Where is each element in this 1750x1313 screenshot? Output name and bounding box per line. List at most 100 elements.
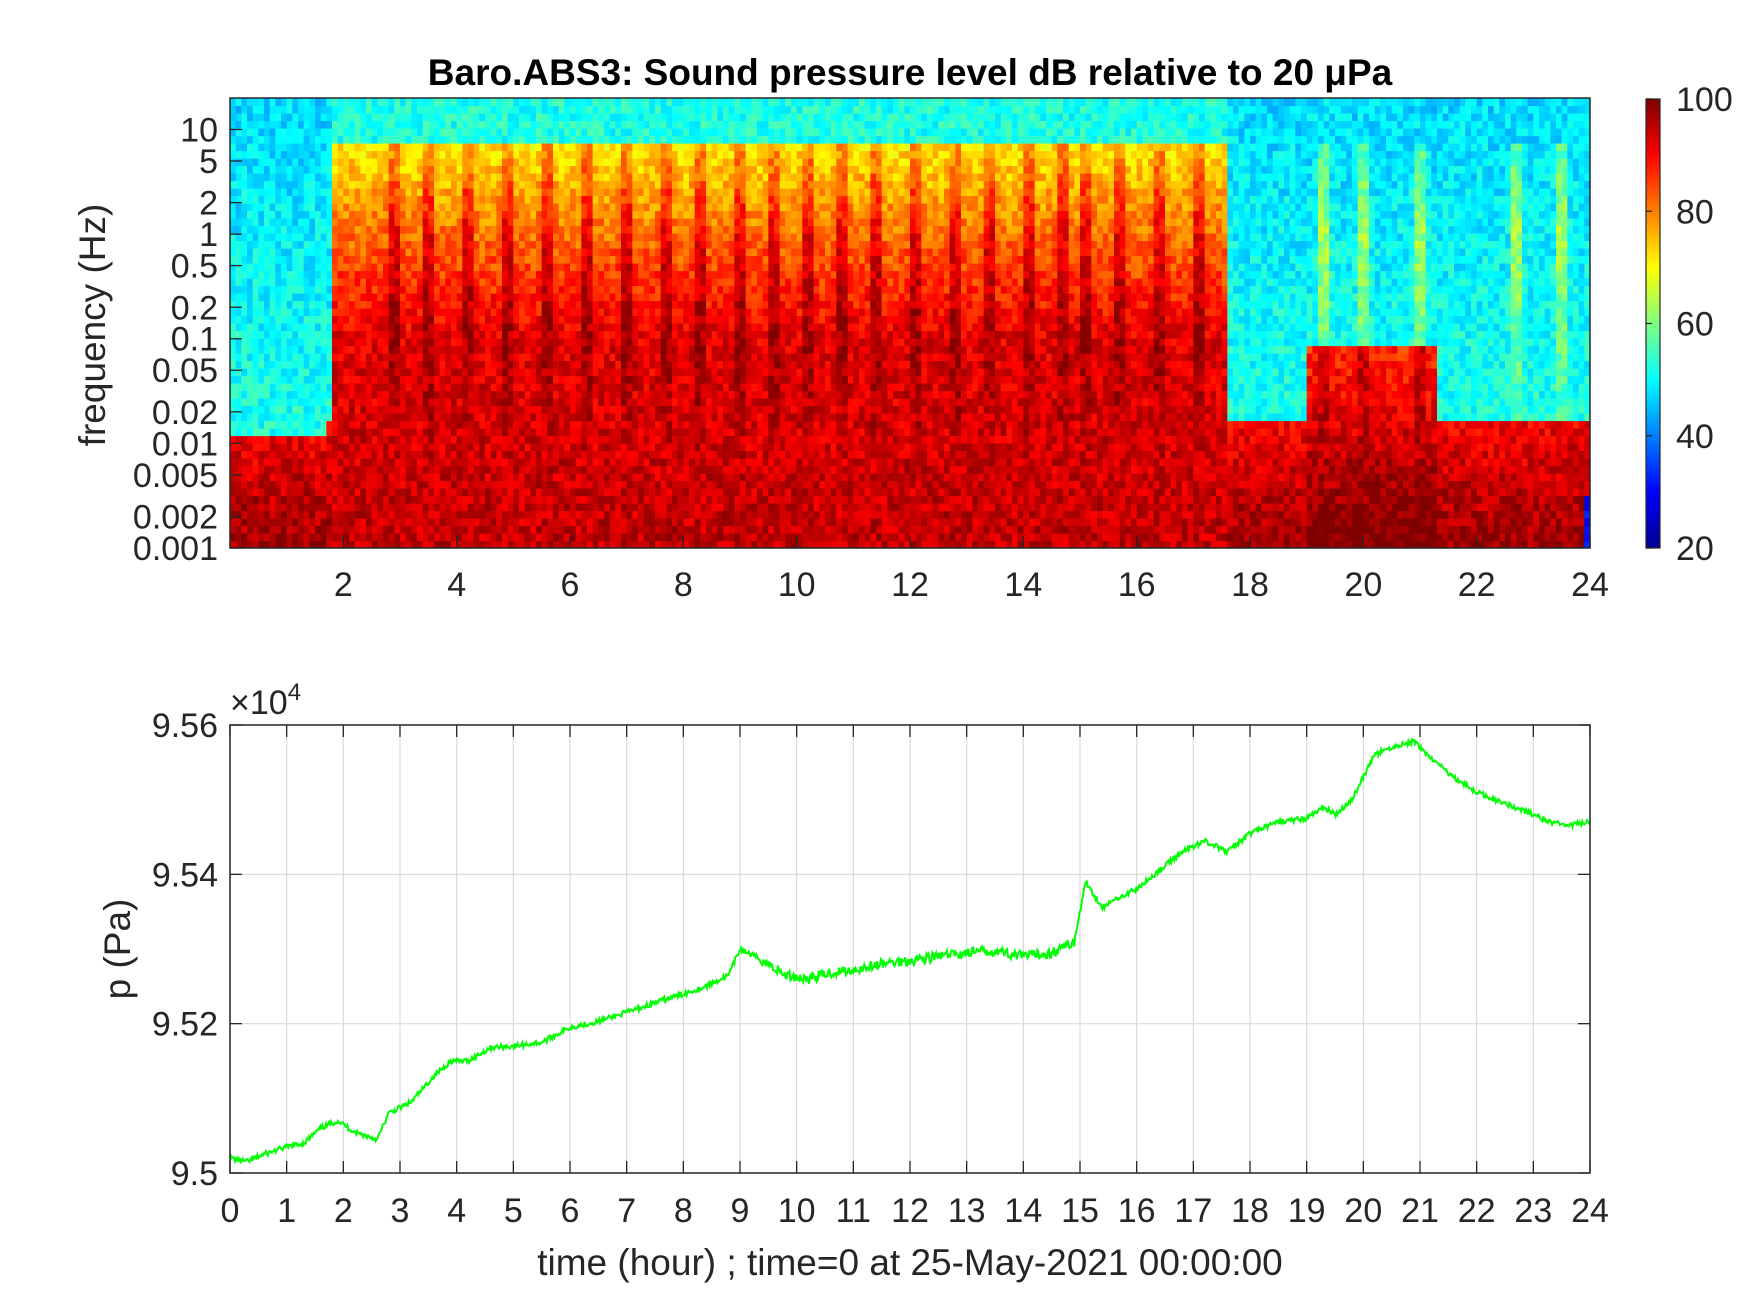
heatmap-cell bbox=[286, 233, 293, 242]
heatmap-cell bbox=[400, 210, 407, 219]
heatmap-cell bbox=[417, 255, 424, 264]
heatmap-cell bbox=[490, 405, 497, 414]
heatmap-cell bbox=[638, 428, 645, 437]
heatmap-cell bbox=[360, 510, 367, 519]
heatmap-cell bbox=[252, 383, 259, 392]
heatmap-cell bbox=[490, 150, 497, 159]
heatmap-cell bbox=[694, 338, 701, 347]
heatmap-cell bbox=[337, 525, 344, 534]
heatmap-cell bbox=[643, 300, 650, 309]
heatmap-cell bbox=[354, 338, 361, 347]
heatmap-cell bbox=[360, 383, 367, 392]
heatmap-cell bbox=[558, 405, 565, 414]
heatmap-cell bbox=[502, 330, 509, 339]
heatmap-cell bbox=[439, 488, 446, 497]
heatmap-cell bbox=[507, 300, 514, 309]
heatmap-cell bbox=[264, 225, 271, 234]
heatmap-cell bbox=[649, 330, 656, 339]
heatmap-cell bbox=[247, 533, 254, 542]
heatmap-cell bbox=[592, 293, 599, 302]
heatmap-cell bbox=[349, 443, 356, 452]
heatmap-cell bbox=[621, 98, 628, 107]
heatmap-cell bbox=[258, 353, 265, 362]
heatmap-cell bbox=[490, 105, 497, 114]
heatmap-cell bbox=[269, 240, 276, 249]
heatmap-cell bbox=[621, 150, 628, 159]
heatmap-cell bbox=[275, 323, 282, 332]
heatmap-cell bbox=[638, 413, 645, 422]
heatmap-cell bbox=[553, 420, 560, 429]
heatmap-cell bbox=[632, 428, 639, 437]
heatmap-cell bbox=[604, 330, 611, 339]
heatmap-cell bbox=[456, 323, 463, 332]
heatmap-cell bbox=[428, 323, 435, 332]
heatmap-cell bbox=[462, 173, 469, 182]
heatmap-cell bbox=[303, 450, 310, 459]
heatmap-cell bbox=[428, 300, 435, 309]
heatmap-cell bbox=[485, 173, 492, 182]
heatmap-cell bbox=[281, 128, 288, 137]
heatmap-cell bbox=[547, 533, 554, 542]
heatmap-cell bbox=[547, 128, 554, 137]
heatmap-cell bbox=[434, 105, 441, 114]
heatmap-cell bbox=[524, 315, 531, 324]
heatmap-cell bbox=[672, 158, 679, 167]
heatmap-cell bbox=[315, 503, 322, 512]
heatmap-cell bbox=[615, 143, 622, 152]
heatmap-cell bbox=[490, 368, 497, 377]
heatmap-cell bbox=[660, 143, 667, 152]
heatmap-cell bbox=[286, 398, 293, 407]
heatmap-cell bbox=[405, 210, 412, 219]
heatmap-cell bbox=[570, 465, 577, 474]
heatmap-cell bbox=[241, 270, 248, 279]
heatmap-cell bbox=[468, 263, 475, 272]
heatmap-cell bbox=[655, 473, 662, 482]
heatmap-cell bbox=[570, 540, 577, 548]
heatmap-cell bbox=[326, 203, 333, 212]
heatmap-cell bbox=[570, 278, 577, 287]
heatmap-cell bbox=[326, 533, 333, 542]
heatmap-cell bbox=[269, 338, 276, 347]
heatmap-cell bbox=[326, 315, 333, 324]
heatmap-cell bbox=[519, 218, 526, 227]
heatmap-cell bbox=[626, 263, 633, 272]
heatmap-cell bbox=[286, 413, 293, 422]
heatmap-cell bbox=[241, 368, 248, 377]
heatmap-cell bbox=[541, 285, 548, 294]
heatmap-cell bbox=[366, 188, 373, 197]
heatmap-cell bbox=[672, 375, 679, 384]
heatmap-cell bbox=[507, 158, 514, 167]
heatmap-cell bbox=[235, 480, 242, 489]
heatmap-cell bbox=[666, 113, 673, 122]
heatmap-cell bbox=[536, 195, 543, 204]
heatmap-cell bbox=[292, 180, 299, 189]
heatmap-cell bbox=[677, 128, 684, 137]
heatmap-cell bbox=[456, 98, 463, 107]
heatmap-cell bbox=[281, 263, 288, 272]
heatmap-cell bbox=[264, 278, 271, 287]
heatmap-cell bbox=[349, 165, 356, 174]
heatmap-cell bbox=[655, 180, 662, 189]
heatmap-cell bbox=[247, 210, 254, 219]
heatmap-cell bbox=[230, 203, 237, 212]
heatmap-cell bbox=[513, 300, 520, 309]
heatmap-cell bbox=[405, 105, 412, 114]
heatmap-cell bbox=[258, 540, 265, 548]
heatmap-cell bbox=[366, 375, 373, 384]
heatmap-cell bbox=[456, 158, 463, 167]
heatmap-cell bbox=[456, 488, 463, 497]
heatmap-cell bbox=[672, 345, 679, 354]
heatmap-cell bbox=[394, 263, 401, 272]
heatmap-cell bbox=[286, 165, 293, 174]
heatmap-cell bbox=[354, 420, 361, 429]
heatmap-cell bbox=[286, 180, 293, 189]
heatmap-cell bbox=[694, 345, 701, 354]
heatmap-cell bbox=[371, 248, 378, 257]
heatmap-cell bbox=[434, 98, 441, 107]
heatmap-cell bbox=[417, 300, 424, 309]
heatmap-cell bbox=[689, 143, 696, 152]
heatmap-cell bbox=[275, 105, 282, 114]
heatmap-cell bbox=[354, 113, 361, 122]
heatmap-cell bbox=[439, 180, 446, 189]
heatmap-cell bbox=[315, 510, 322, 519]
